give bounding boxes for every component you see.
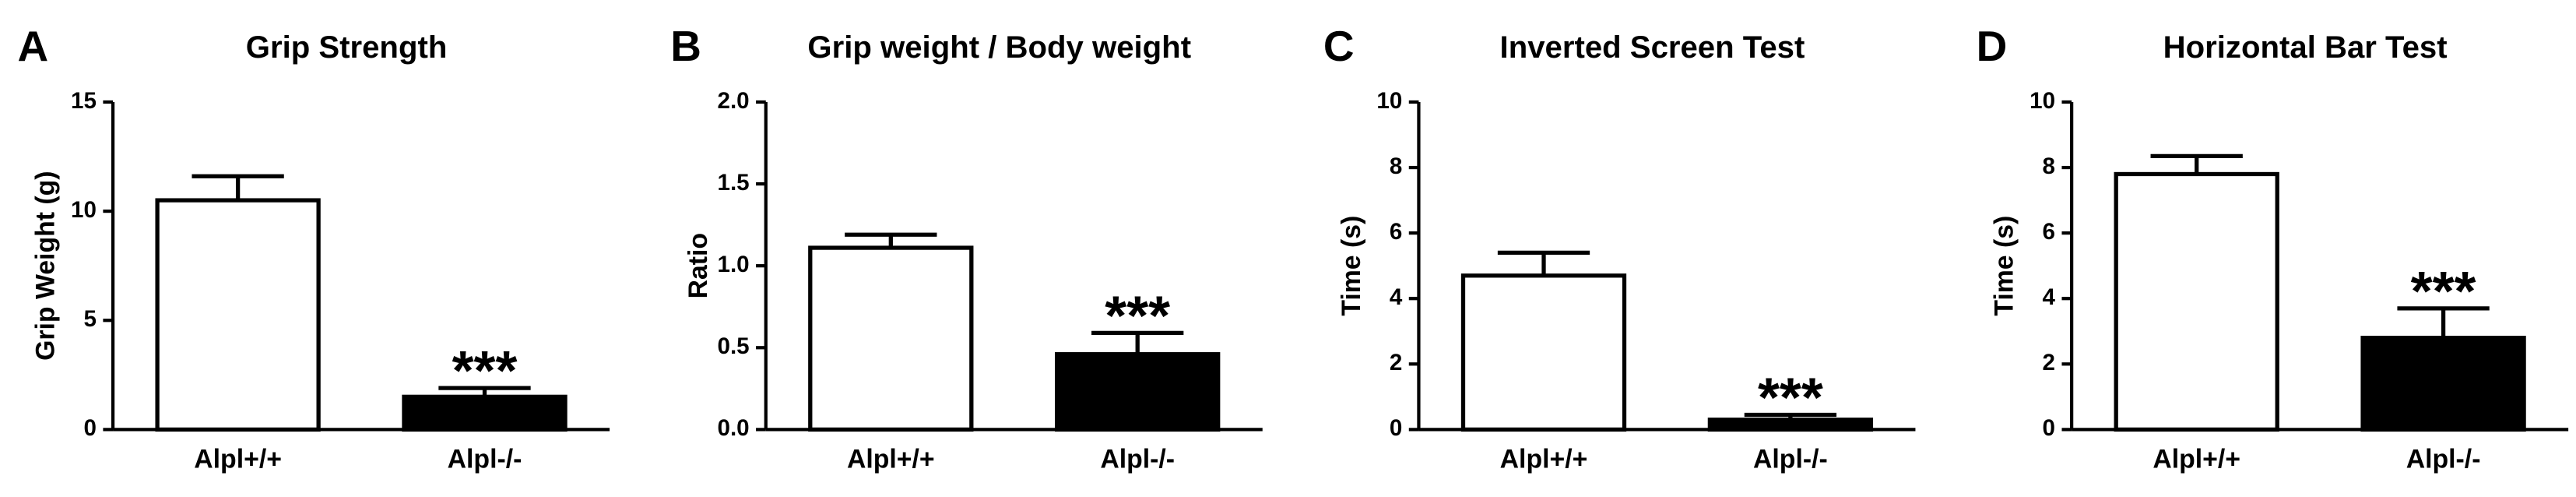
y-tick-label: 0.0	[718, 415, 750, 441]
x-tick-label: Alpl+/+	[1500, 444, 1588, 474]
significance-label: ***	[1758, 367, 1823, 429]
y-tick-label: 1.0	[718, 252, 750, 277]
chart-title: Inverted Screen Test	[1500, 30, 1805, 65]
significance-label: ***	[1105, 284, 1170, 347]
y-tick-label: 10	[2030, 88, 2055, 114]
y-tick-label: 4	[1390, 284, 1403, 310]
y-tick-label: 0.5	[718, 333, 750, 359]
y-tick-label: 5	[83, 306, 96, 332]
y-tick-label: 2	[1390, 350, 1402, 375]
y-tick-label: 6	[2043, 219, 2055, 245]
bar	[2114, 171, 2279, 432]
bar	[402, 394, 568, 432]
chart-title: Grip weight / Body weight	[807, 30, 1191, 65]
bar	[2360, 336, 2526, 432]
y-tick-label: 1.5	[718, 170, 750, 196]
chart-title: Grip Strength	[246, 30, 448, 65]
x-tick-label: Alpl-/-	[448, 444, 522, 474]
x-tick-label: Alpl-/-	[2406, 444, 2481, 474]
x-tick-label: Alpl+/+	[2153, 444, 2240, 474]
panel-letter: B	[670, 22, 701, 70]
y-tick-label: 15	[71, 88, 97, 114]
x-tick-label: Alpl+/+	[847, 444, 935, 474]
y-axis-label: Grip Weight (g)	[30, 171, 60, 360]
y-tick-label: 0	[2043, 415, 2055, 441]
y-tick-label: 10	[71, 197, 97, 223]
y-tick-label: 0	[83, 415, 96, 441]
panel-letter: D	[1977, 22, 2008, 70]
y-tick-label: 2.0	[718, 88, 750, 114]
bar	[1055, 352, 1221, 432]
x-tick-label: Alpl+/+	[194, 444, 282, 474]
panel-letter: C	[1323, 22, 1355, 70]
bar	[1707, 418, 1874, 432]
bar	[1460, 273, 1627, 432]
bar	[808, 245, 974, 432]
panel-letter: A	[18, 22, 49, 70]
y-axis-label: Time (s)	[1990, 216, 2019, 316]
y-tick-label: 10	[1376, 88, 1402, 114]
y-tick-label: 6	[1390, 219, 1402, 245]
y-axis-label: Ratio	[684, 233, 713, 299]
y-axis-label: Time (s)	[1337, 216, 1366, 316]
y-tick-label: 4	[2043, 284, 2056, 310]
significance-label: ***	[2411, 260, 2476, 323]
significance-label: ***	[452, 340, 518, 402]
y-tick-label: 0	[1390, 415, 1402, 441]
chart-title: Horizontal Bar Test	[2163, 30, 2448, 65]
x-tick-label: Alpl-/-	[1753, 444, 1828, 474]
x-tick-label: Alpl-/-	[1100, 444, 1175, 474]
y-tick-label: 8	[1390, 153, 1402, 179]
y-tick-label: 8	[2043, 153, 2055, 179]
bar	[155, 198, 321, 432]
y-tick-label: 2	[2043, 350, 2055, 375]
